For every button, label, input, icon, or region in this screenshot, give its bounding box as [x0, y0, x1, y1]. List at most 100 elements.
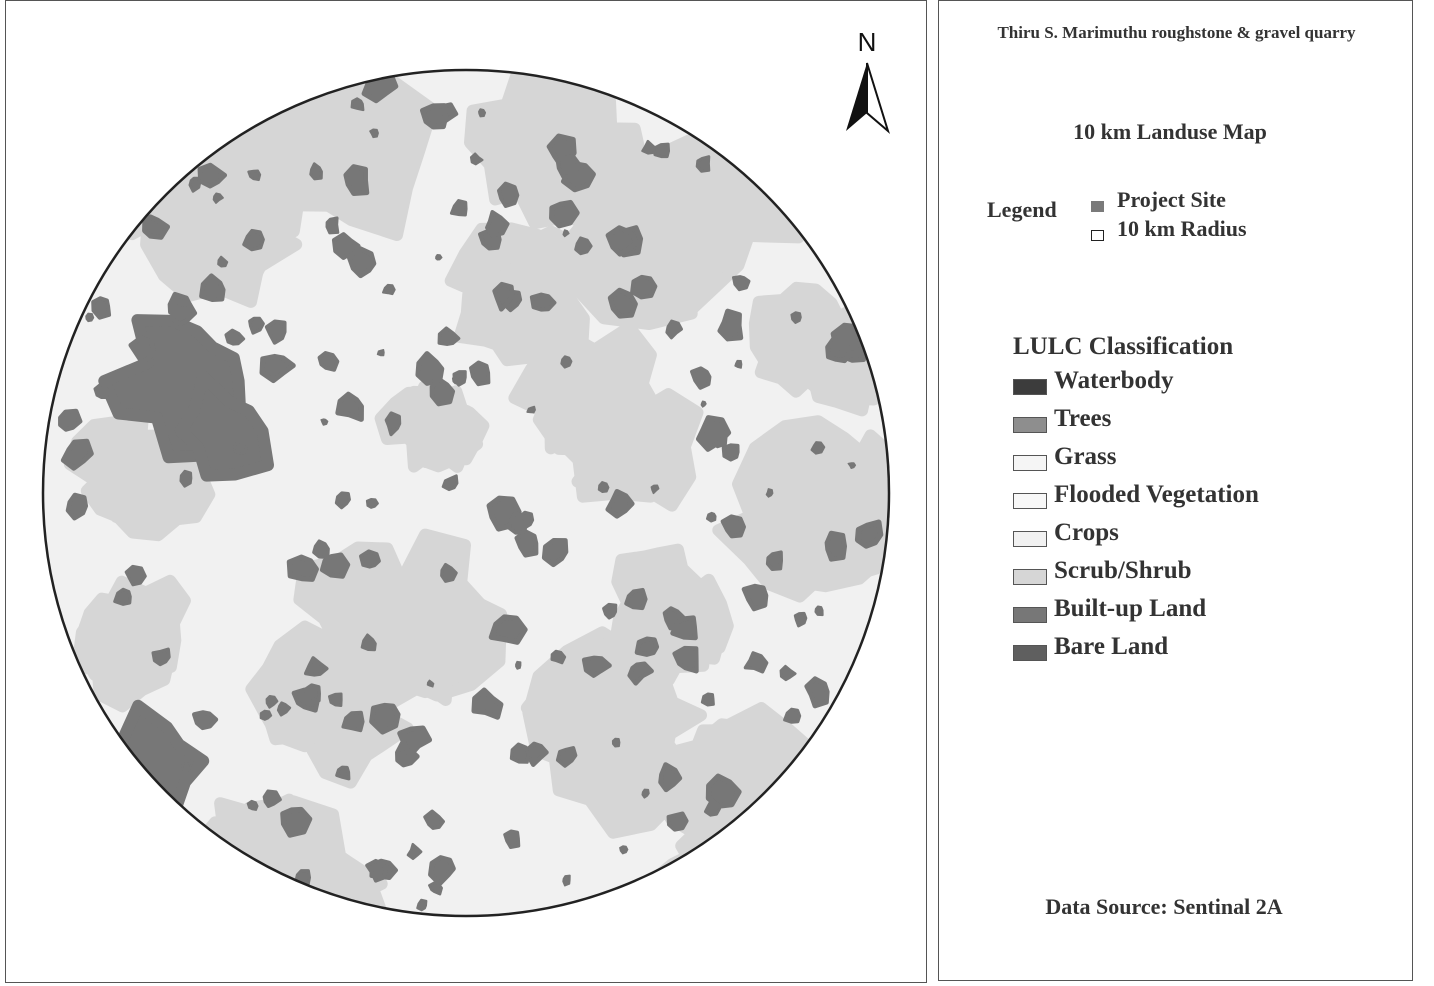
built-up-area [607, 287, 638, 319]
built-up-area [428, 855, 456, 887]
built-up-area [672, 645, 699, 674]
built-up-area [641, 788, 650, 799]
built-up-area [309, 162, 323, 181]
legend-item: Project Site [1117, 187, 1226, 212]
scrub-area [675, 818, 783, 916]
built-up-area [602, 602, 618, 620]
class-swatch [1013, 493, 1047, 509]
built-up-area [384, 411, 402, 437]
built-up-area [325, 216, 340, 235]
built-up-area [437, 326, 461, 346]
built-up-area [248, 316, 265, 335]
built-up-area [303, 656, 329, 677]
built-up-area [440, 562, 458, 583]
built-up-area [743, 651, 769, 674]
built-up-area [428, 881, 443, 896]
data-source: Data Source: Sentinal 2A [1045, 894, 1283, 919]
scrub-area [744, 445, 889, 593]
built-up-area [666, 811, 689, 832]
built-up-area [847, 462, 857, 469]
built-up-area [469, 360, 491, 387]
built-up-area [312, 539, 330, 559]
built-up-area [280, 806, 313, 838]
built-up-area [526, 405, 536, 414]
scrub-area [643, 853, 760, 916]
built-up-area [93, 382, 110, 400]
built-up-area [376, 348, 385, 357]
built-up-area [381, 283, 396, 296]
built-up-area [365, 497, 379, 509]
built-up-area [695, 415, 732, 452]
built-up-area [423, 809, 445, 830]
built-up-area [426, 679, 435, 688]
built-up-area [574, 236, 593, 256]
built-up-area [346, 246, 377, 279]
class-swatch [1013, 379, 1047, 395]
built-up-area [478, 108, 487, 118]
built-up-area [627, 661, 654, 686]
built-up-area [605, 488, 635, 519]
map-title: Thiru S. Marimuthu roughstone & gravel q… [997, 23, 1356, 42]
built-up-area [192, 710, 219, 731]
north-arrow [846, 63, 867, 131]
built-up-area [555, 746, 578, 768]
built-up-area [303, 683, 321, 703]
class-swatch [1013, 607, 1047, 623]
class-label: Bare Land [1054, 633, 1169, 660]
built-up-area [317, 351, 340, 372]
built-up-area [233, 439, 248, 456]
scrub-area [748, 281, 849, 379]
built-up-area [509, 742, 530, 764]
built-up-area [562, 229, 570, 238]
built-up-area [429, 376, 456, 407]
built-up-area [416, 898, 428, 912]
built-up-area [515, 660, 522, 670]
built-up-area [113, 587, 132, 606]
built-up-area [765, 488, 774, 498]
built-up-area [327, 692, 343, 708]
built-up-area [264, 319, 287, 345]
class-swatch [1013, 455, 1047, 471]
built-up-area [695, 155, 711, 173]
map-frame: N [5, 0, 927, 983]
built-up-area [779, 664, 797, 682]
built-up-area [169, 301, 198, 327]
built-up-area [650, 484, 660, 495]
built-up-area [91, 296, 112, 320]
built-up-area [471, 687, 504, 720]
built-up-area [814, 605, 824, 617]
built-up-area [492, 281, 515, 312]
built-up-area [335, 765, 351, 781]
class-swatch [1013, 569, 1047, 585]
built-up-area [335, 391, 364, 422]
built-up-area [790, 311, 802, 324]
built-up-area [319, 552, 351, 579]
built-up-area [199, 273, 226, 303]
built-up-area [242, 228, 265, 252]
built-up-area [734, 359, 743, 369]
built-up-area [286, 554, 319, 582]
class-label: Scrub/Shrub [1054, 557, 1192, 584]
built-up-area [142, 214, 171, 240]
built-up-area [705, 511, 717, 523]
built-up-area [265, 694, 279, 709]
built-up-area [562, 874, 571, 887]
built-up-area [804, 676, 830, 709]
built-up-area [529, 292, 557, 312]
built-up-area [658, 762, 683, 793]
built-up-area [705, 773, 742, 809]
built-up-area [670, 615, 698, 641]
built-up-area [60, 438, 94, 471]
built-up-area [793, 611, 808, 628]
built-up-area [630, 274, 658, 300]
class-label: Waterbody [1054, 367, 1174, 394]
built-up-area [224, 328, 246, 346]
built-up-area [247, 169, 262, 182]
built-up-area [334, 491, 351, 510]
built-up-area [179, 469, 193, 488]
built-up-area [653, 142, 671, 159]
built-up-area [700, 400, 707, 408]
built-up-area [262, 789, 282, 808]
built-up-area [549, 199, 580, 229]
built-up-area [496, 181, 520, 209]
